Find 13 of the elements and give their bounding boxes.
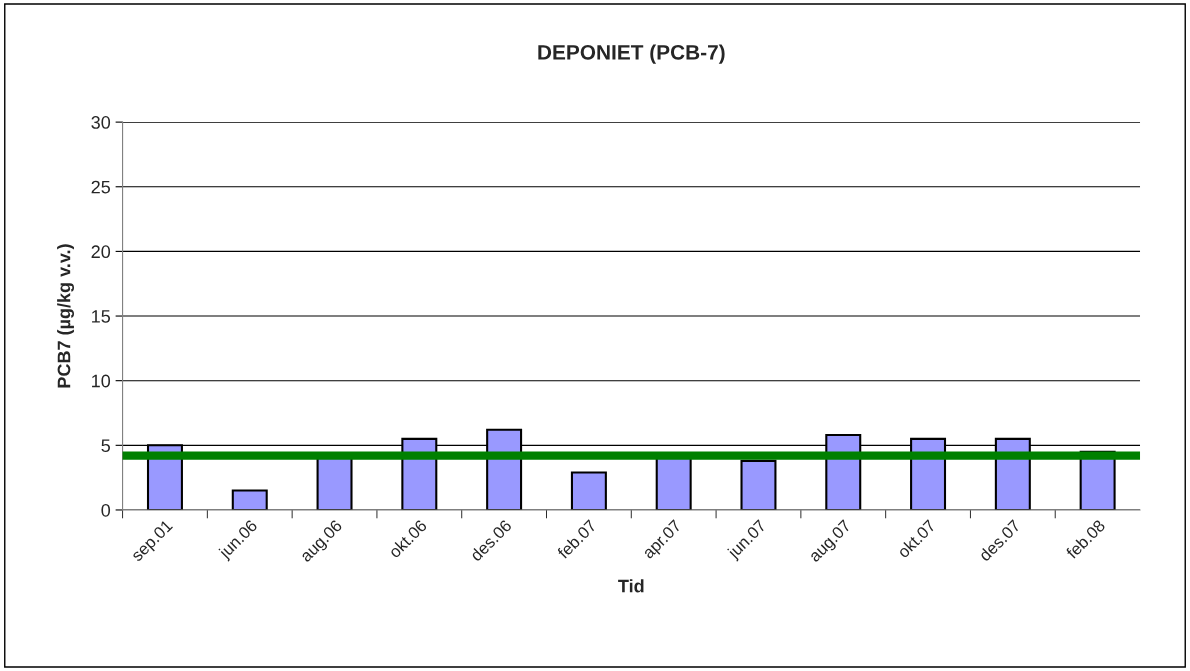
y-tick-label: 0 bbox=[101, 503, 111, 517]
bar bbox=[570, 471, 607, 510]
y-tick-label: 5 bbox=[101, 439, 111, 453]
bar bbox=[231, 489, 268, 510]
y-tick-label: 30 bbox=[91, 116, 111, 129]
y-tick-label: 25 bbox=[91, 180, 111, 194]
y-tick-label: 20 bbox=[91, 245, 111, 259]
y-tick-label: 15 bbox=[92, 310, 111, 323]
chart-title: DEPONIET (PCB-7) bbox=[538, 44, 725, 64]
x-axis-title: Tid bbox=[618, 579, 644, 593]
y-axis-title: PCB7 (µg/kg v.v.) bbox=[57, 244, 75, 388]
bar bbox=[740, 459, 777, 510]
y-tick-label: 10 bbox=[92, 374, 111, 388]
